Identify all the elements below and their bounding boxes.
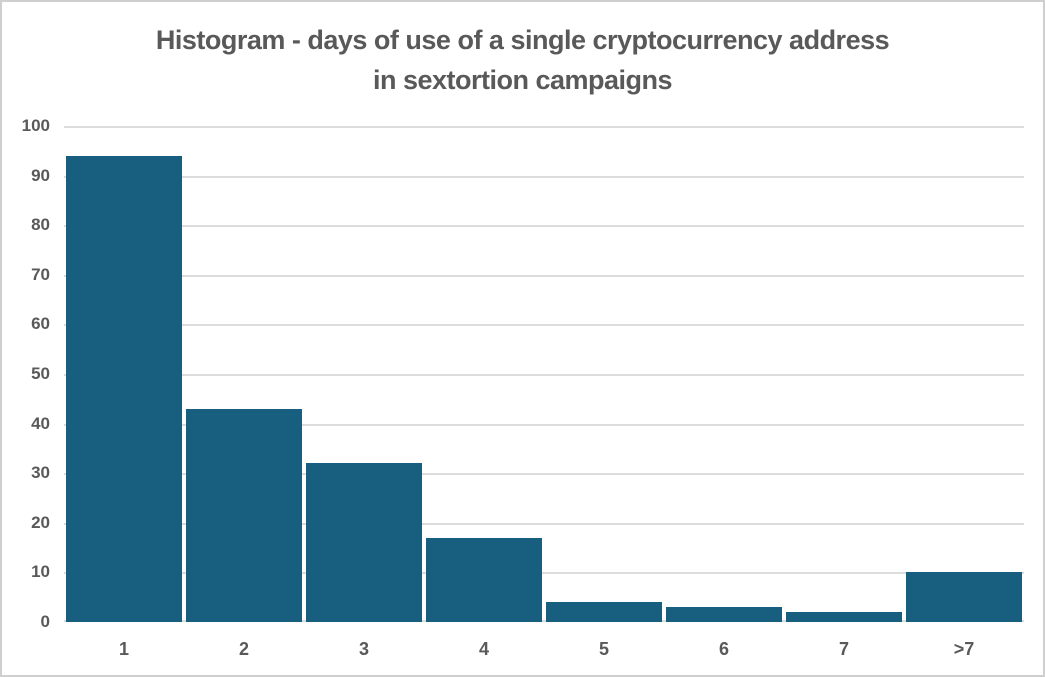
y-axis-tick-label: 50 <box>31 364 50 383</box>
gridline <box>64 523 1024 525</box>
bar-slot <box>304 126 424 622</box>
y-axis-tick-label: 10 <box>31 562 50 581</box>
y-axis-tick-label: 0 <box>40 612 50 631</box>
gridline <box>64 225 1024 227</box>
chart-title-line-1: Histogram - days of use of a single cryp… <box>155 25 890 55</box>
y-axis-tick-label: 80 <box>31 215 50 234</box>
gridline <box>64 473 1024 475</box>
bar-slot <box>664 126 784 622</box>
bar-slot <box>544 126 664 622</box>
x-axis-tick-label: 6 <box>718 639 729 659</box>
bar-slot <box>424 126 544 622</box>
bar <box>66 155 182 622</box>
gridline <box>64 324 1024 326</box>
gridline <box>64 374 1024 376</box>
gridline <box>64 176 1024 178</box>
bars-layer <box>64 126 1024 622</box>
bar <box>666 607 782 622</box>
gridline <box>64 572 1024 574</box>
x-axis-tick-label: >7 <box>953 639 975 659</box>
y-axis-tick-label: 90 <box>31 166 50 185</box>
y-axis-tick-label: 30 <box>31 463 50 482</box>
gridline <box>64 424 1024 426</box>
chart-title: Histogram - days of use of a single cryp… <box>2 20 1043 100</box>
y-axis-tick-label: 60 <box>31 314 50 333</box>
bar <box>906 572 1022 622</box>
bar-slot <box>784 126 904 622</box>
bar <box>186 408 302 622</box>
y-axis-tick-label: 70 <box>31 265 50 284</box>
x-axis-tick-label: 4 <box>478 639 489 659</box>
x-axis-tick-label: 3 <box>358 639 369 659</box>
chart-title-line-2: in sextortion campaigns <box>372 65 673 95</box>
bar <box>546 602 662 622</box>
bar <box>426 537 542 622</box>
x-axis-tick-label: 1 <box>118 639 129 659</box>
y-axis-tick-label: 40 <box>31 414 50 433</box>
x-axis-line <box>64 620 1024 622</box>
x-axis-tick-label: 2 <box>238 639 249 659</box>
bar-slot <box>184 126 304 622</box>
bar <box>306 463 422 622</box>
x-axis: 1 2 3 4 5 6 7 >7 <box>64 636 1024 662</box>
x-axis-tick-label: 7 <box>838 639 849 659</box>
gridline <box>64 275 1024 277</box>
y-axis-tick-label: 20 <box>31 513 50 532</box>
bar-slot <box>64 126 184 622</box>
bar-slot <box>904 126 1024 622</box>
plot-area <box>64 126 1024 622</box>
bar <box>786 612 902 622</box>
gridline <box>64 126 1024 128</box>
y-axis: 0 10 20 30 40 50 60 70 80 90 100 <box>2 116 52 631</box>
y-axis-tick-label: 100 <box>21 116 50 135</box>
x-axis-tick-label: 5 <box>598 639 609 659</box>
